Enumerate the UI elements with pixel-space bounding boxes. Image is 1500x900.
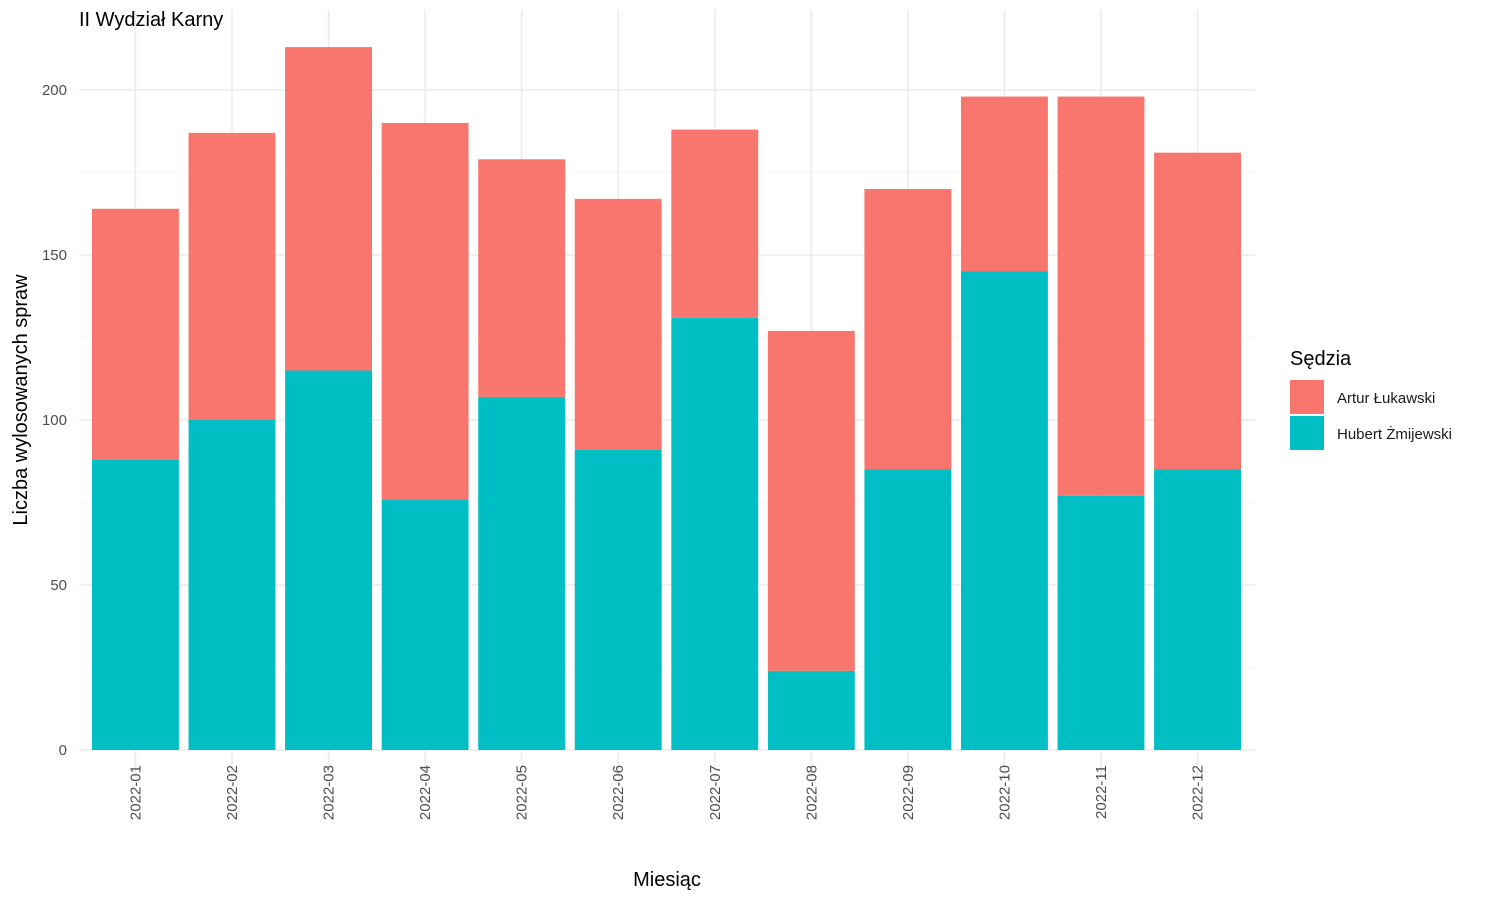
x-axis-ticks: 2022-01 2022-02 2022-03 2022-04 2022-05 2022-… [127, 765, 1206, 820]
x-tick-label: 2022-01 [127, 765, 144, 820]
bar-segment [188, 420, 276, 750]
bar-segment [864, 189, 952, 470]
x-tick-label: 2022-03 [321, 765, 338, 820]
x-tick-label: 2022-11 [1093, 765, 1110, 819]
bar-segment [92, 208, 179, 460]
x-tick-label: 2022-05 [514, 765, 531, 820]
x-tick-label: 2022-12 [1190, 765, 1207, 820]
bar-segment [1057, 495, 1145, 750]
bar-segment [574, 449, 662, 750]
x-tick-label: 2022-04 [417, 765, 434, 820]
y-tick-label: 50 [50, 577, 67, 594]
chart-title: II Wydział Karny [79, 9, 223, 31]
bar-segment [960, 96, 1048, 272]
y-axis-ticks: 0 50 100 150 200 [42, 82, 67, 759]
bar-segment [1057, 96, 1145, 496]
x-tick-label: 2022-02 [224, 765, 241, 820]
legend-label: Hubert Żmijewski [1337, 425, 1452, 443]
bar-segment [671, 129, 759, 318]
bar-segment [381, 499, 469, 750]
legend-label: Artur Łukawski [1337, 390, 1435, 407]
bar-segment [864, 469, 952, 750]
y-tick-label: 200 [42, 82, 67, 99]
bar-segment [381, 123, 469, 500]
legend-swatch [1290, 380, 1324, 414]
y-tick-label: 0 [59, 742, 67, 759]
bar-segment [188, 132, 276, 420]
bar-segment [285, 370, 373, 750]
x-tick-label: 2022-07 [707, 765, 724, 820]
legend-swatch [1290, 416, 1324, 450]
y-axis-title: Liczba wylosowanych spraw [10, 274, 32, 526]
bars [92, 47, 1241, 750]
bar-segment [960, 271, 1048, 750]
bar-segment [92, 459, 179, 750]
bar-segment [478, 159, 566, 397]
x-tick-label: 2022-08 [803, 765, 820, 820]
y-tick-label: 150 [42, 247, 67, 264]
x-axis-title: Miesiąc [633, 869, 701, 891]
bar-segment [478, 396, 566, 750]
bar-segment [574, 198, 662, 450]
legend-title: Sędzia [1290, 348, 1352, 370]
x-tick-label: 2022-09 [900, 765, 917, 820]
bar-segment [671, 317, 759, 750]
bar-segment [767, 330, 855, 671]
bar-segment [285, 47, 373, 371]
bar-segment [1154, 152, 1241, 470]
bar-segment [767, 670, 855, 750]
x-tick-label: 2022-10 [996, 765, 1013, 820]
legend: Sędzia Artur Łukawski Hubert Żmijewski [1290, 348, 1452, 450]
bar-segment [1154, 469, 1241, 750]
y-tick-label: 100 [42, 412, 67, 429]
x-tick-label: 2022-06 [610, 765, 627, 820]
